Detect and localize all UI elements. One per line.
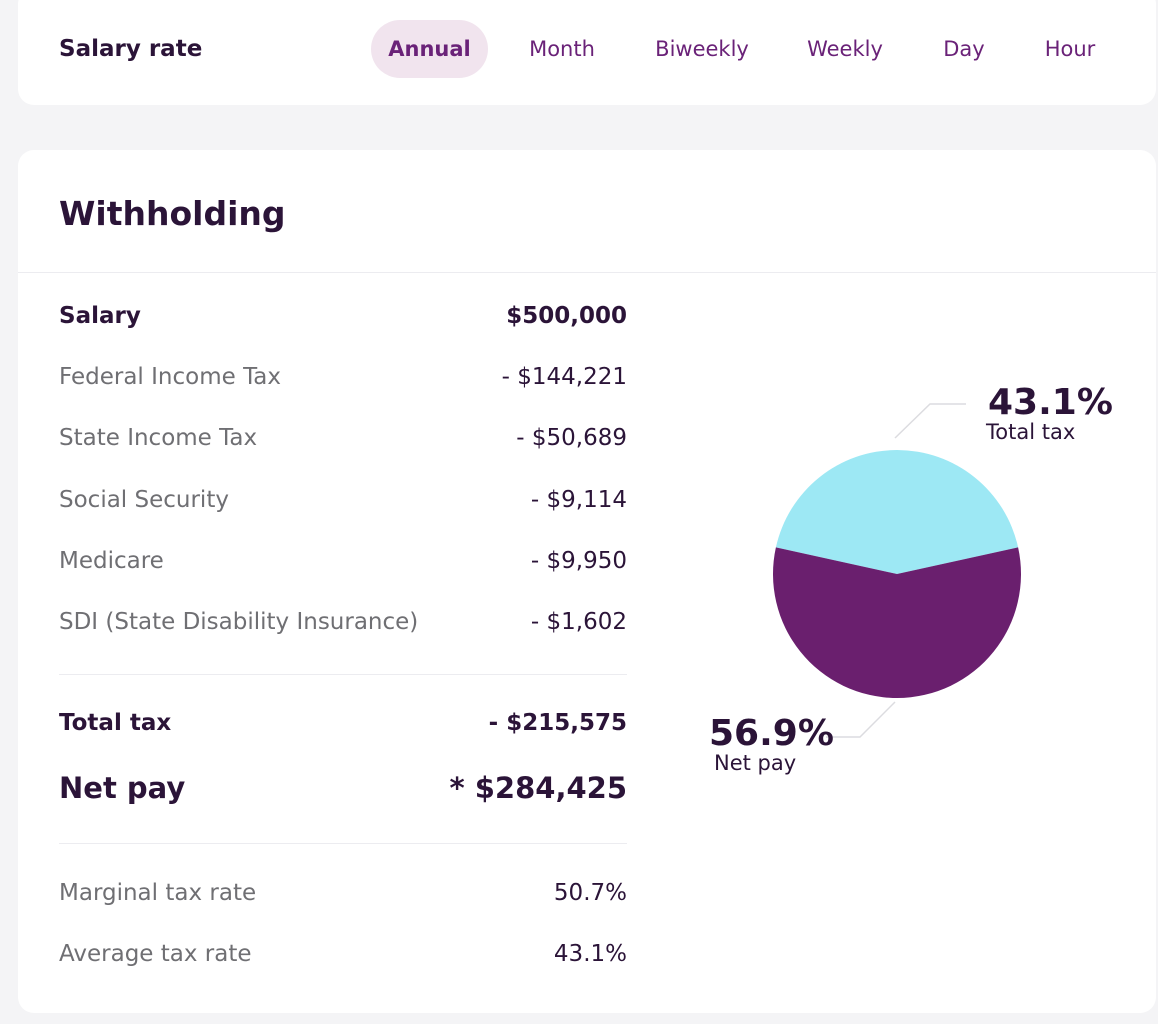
average-tax-rate-value: 43.1% <box>553 941 627 967</box>
row-label: Medicare <box>59 548 164 574</box>
total-tax-leader-line <box>894 403 966 439</box>
total-tax-pie-label: Total tax <box>986 420 1076 444</box>
tab-month[interactable]: Month <box>529 37 595 61</box>
row-total-tax: Total tax - $215,575 <box>59 704 627 744</box>
rates-divider <box>59 843 627 844</box>
marginal-tax-rate-label: Marginal tax rate <box>59 880 257 906</box>
row-label: Federal Income Tax <box>59 364 282 390</box>
withholding-title: Withholding <box>59 194 286 233</box>
header-divider <box>18 272 1156 273</box>
tab-hour[interactable]: Hour <box>1044 37 1096 61</box>
net-pay-pie-label: Net pay <box>714 751 797 775</box>
row-value: - $9,950 <box>530 548 627 574</box>
total-tax-percent: 43.1% <box>988 382 1113 423</box>
row-label: State Income Tax <box>59 425 258 451</box>
row-medicare: Medicare - $9,950 <box>59 542 627 582</box>
net-pay-percent: 56.9% <box>709 713 834 754</box>
row-value: - $9,114 <box>530 487 627 513</box>
row-value: - $50,689 <box>516 425 627 451</box>
row-sdi: SDI (State Disability Insurance) - $1,60… <box>59 603 627 643</box>
row-label: Social Security <box>59 487 229 513</box>
row-value: - $144,221 <box>501 364 627 390</box>
row-value: $500,000 <box>506 303 627 329</box>
salary-rate-title: Salary rate <box>59 36 203 62</box>
total-tax-label: Total tax <box>59 710 172 736</box>
row-label: SDI (State Disability Insurance) <box>59 609 419 635</box>
row-label: Salary <box>59 303 141 329</box>
row-salary: Salary $500,000 <box>59 297 627 337</box>
row-average-tax-rate: Average tax rate 43.1% <box>59 935 627 975</box>
totals-divider <box>59 674 627 675</box>
row-federal-income-tax: Federal Income Tax - $144,221 <box>59 358 627 398</box>
row-net-pay: Net pay * $284,425 <box>59 769 627 809</box>
net-pay-value: * $284,425 <box>449 771 627 805</box>
marginal-tax-rate-value: 50.7% <box>553 880 627 906</box>
row-social-security: Social Security - $9,114 <box>59 481 627 521</box>
net-pay-label: Net pay <box>59 771 186 805</box>
tab-biweekly[interactable]: Biweekly <box>655 37 749 61</box>
tab-annual[interactable]: Annual <box>371 20 488 78</box>
pie-slice-total-tax <box>775 449 1019 574</box>
row-marginal-tax-rate: Marginal tax rate 50.7% <box>59 874 627 914</box>
row-state-income-tax: State Income Tax - $50,689 <box>59 419 627 459</box>
total-tax-value: - $215,575 <box>488 710 627 736</box>
row-value: - $1,602 <box>530 609 627 635</box>
net-pay-leader-line <box>826 701 896 738</box>
average-tax-rate-label: Average tax rate <box>59 941 252 967</box>
tab-day[interactable]: Day <box>943 37 985 61</box>
salary-rate-card: Salary rate Annual Month Biweekly Weekly… <box>18 0 1156 105</box>
pie-slice-net-pay <box>773 547 1021 698</box>
tab-weekly[interactable]: Weekly <box>807 37 883 61</box>
